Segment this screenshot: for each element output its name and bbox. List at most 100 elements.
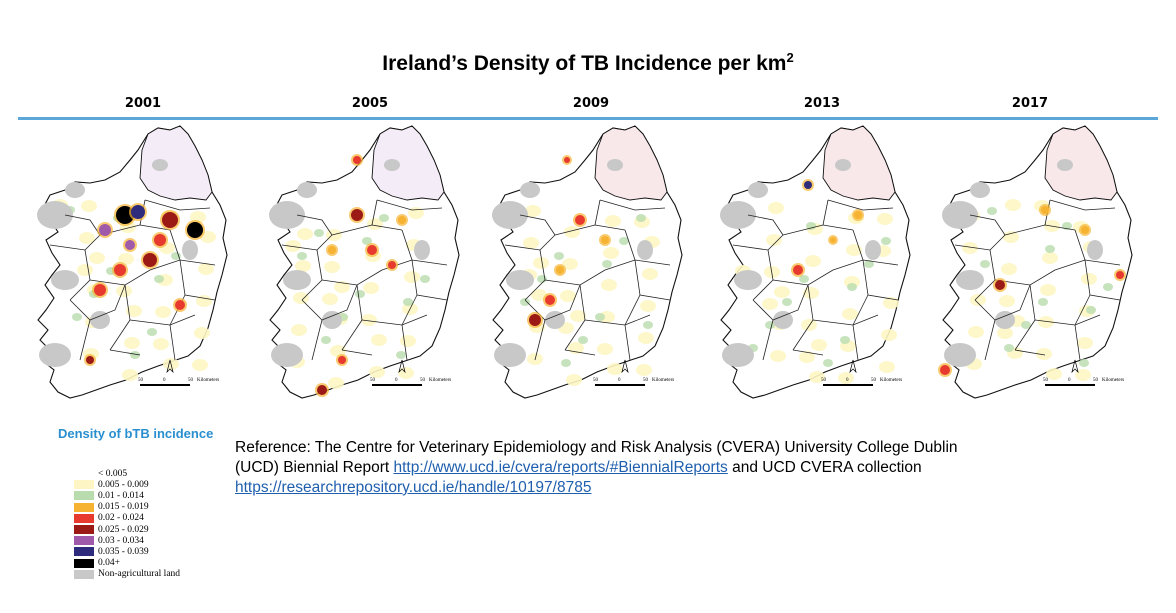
non-agricultural-land xyxy=(271,343,303,367)
medium-density-area xyxy=(1079,359,1089,367)
low-density-area xyxy=(324,261,340,273)
research-repository-link[interactable]: https://researchrepository.ucd.ie/handle… xyxy=(235,479,592,496)
incidence-hotspot xyxy=(125,240,135,250)
medium-density-area xyxy=(643,321,653,329)
title-text: Ireland’s Density of TB Incidence per km xyxy=(382,52,787,75)
scale-unit: Kilometers xyxy=(1102,378,1124,383)
low-density-area xyxy=(605,215,621,227)
non-agricultural-land xyxy=(37,201,73,229)
scale-label-left: 50 xyxy=(138,378,144,383)
low-density-area xyxy=(1081,273,1097,285)
legend-label: 0.035 - 0.039 xyxy=(98,546,149,557)
non-agricultural-land xyxy=(152,159,168,171)
non-agricultural-land xyxy=(384,159,400,171)
low-density-area xyxy=(803,287,819,299)
north-arrow-icon xyxy=(398,359,406,374)
county-border xyxy=(89,284,126,321)
legend-swatch xyxy=(74,569,94,579)
scale-bar: 50 0 50 Kilometers xyxy=(138,378,219,386)
scale-bar: 50 0 50 Kilometers xyxy=(593,378,674,386)
map-2009: 50 0 50 Kilometers xyxy=(492,125,683,399)
medium-density-area xyxy=(980,260,990,268)
county-border xyxy=(624,229,636,261)
legend-label: 0.015 - 0.019 xyxy=(98,502,149,513)
incidence-hotspot xyxy=(1041,206,1049,214)
medium-density-area xyxy=(881,237,891,245)
low-density-area xyxy=(838,372,854,384)
scale-bar-segment xyxy=(848,384,873,386)
medium-density-area xyxy=(355,290,365,298)
non-agricultural-land xyxy=(545,311,565,329)
county-border xyxy=(341,349,373,356)
low-density-area xyxy=(295,260,311,272)
low-density-area xyxy=(766,234,782,246)
county-border xyxy=(169,229,181,261)
scale-label-mid: 0 xyxy=(618,378,621,383)
non-agricultural-land xyxy=(297,182,317,198)
legend: < 0.005 0.005 - 0.009 0.01 - 0.014 0.015 - … xyxy=(74,468,180,580)
medium-density-area xyxy=(823,359,833,367)
low-density-area xyxy=(1075,369,1091,381)
non-agricultural-land xyxy=(322,311,342,329)
low-density-area xyxy=(194,327,210,339)
north-arrow-icon xyxy=(166,359,174,374)
low-density-area xyxy=(962,242,978,254)
low-density-area xyxy=(1077,337,1093,349)
incidence-hotspot xyxy=(367,245,377,255)
medium-density-area xyxy=(537,275,547,283)
scale-label-mid: 0 xyxy=(163,378,166,383)
non-agricultural-land xyxy=(773,311,793,329)
county-border xyxy=(994,284,1031,321)
medium-density-area xyxy=(864,260,874,268)
incidence-hotspot xyxy=(830,237,836,243)
low-density-area xyxy=(801,319,817,331)
incidence-hotspot xyxy=(1116,271,1124,279)
low-density-area xyxy=(400,335,416,347)
incidence-hotspot xyxy=(398,216,406,224)
incidence-hotspot xyxy=(804,181,812,189)
incidence-hotspot xyxy=(793,265,803,275)
non-agricultural-land xyxy=(748,182,768,198)
county-border xyxy=(852,324,859,361)
non-agricultural-land xyxy=(494,343,526,367)
low-density-area xyxy=(566,374,582,386)
scale-label-mid: 0 xyxy=(1068,378,1071,383)
legend-label: Non-agricultural land xyxy=(98,569,181,580)
low-density-area xyxy=(126,305,142,317)
low-density-area xyxy=(523,237,539,249)
low-density-area xyxy=(601,279,617,291)
scale-bar-segment xyxy=(165,384,190,386)
incidence-hotspot xyxy=(154,234,166,246)
low-density-area xyxy=(811,339,827,351)
medium-density-area xyxy=(147,328,157,336)
non-agricultural-land xyxy=(90,311,110,329)
scale-unit: Kilometers xyxy=(429,378,451,383)
low-density-area xyxy=(768,202,784,214)
year-label-2013: 2013 xyxy=(803,96,841,111)
incidence-hotspot xyxy=(338,356,346,364)
incidence-hotspot xyxy=(854,211,862,219)
medium-density-area xyxy=(420,275,430,283)
scale-label-left: 50 xyxy=(821,378,827,383)
non-agricultural-land xyxy=(956,270,984,290)
legend-item: 0.025 - 0.029 xyxy=(74,524,180,535)
medium-density-area xyxy=(321,336,331,344)
title-superscript: 2 xyxy=(786,50,794,65)
map-2017: 50 0 50 Kilometers xyxy=(938,125,1133,399)
legend-item: 0.03 - 0.034 xyxy=(74,535,180,546)
low-density-area xyxy=(293,292,309,304)
low-density-area xyxy=(877,213,893,225)
low-density-area xyxy=(81,200,97,212)
county-border xyxy=(822,199,829,226)
legend-title: Density of bTB incidence xyxy=(58,426,214,441)
map-2001: 50 0 50 Kilometers xyxy=(37,125,228,399)
biennial-report-link[interactable]: http://www.ucd.ie/cvera/reports/#Biennia… xyxy=(393,459,728,476)
scale-unit: Kilometers xyxy=(652,378,674,383)
non-agricultural-land xyxy=(835,159,851,171)
legend-item: 0.005 - 0.009 xyxy=(74,479,180,490)
legend-label: 0.02 - 0.024 xyxy=(98,513,144,524)
low-density-area xyxy=(297,228,313,240)
medium-density-area xyxy=(847,283,857,291)
medium-density-area xyxy=(171,252,181,260)
non-agricultural-land xyxy=(942,201,978,229)
